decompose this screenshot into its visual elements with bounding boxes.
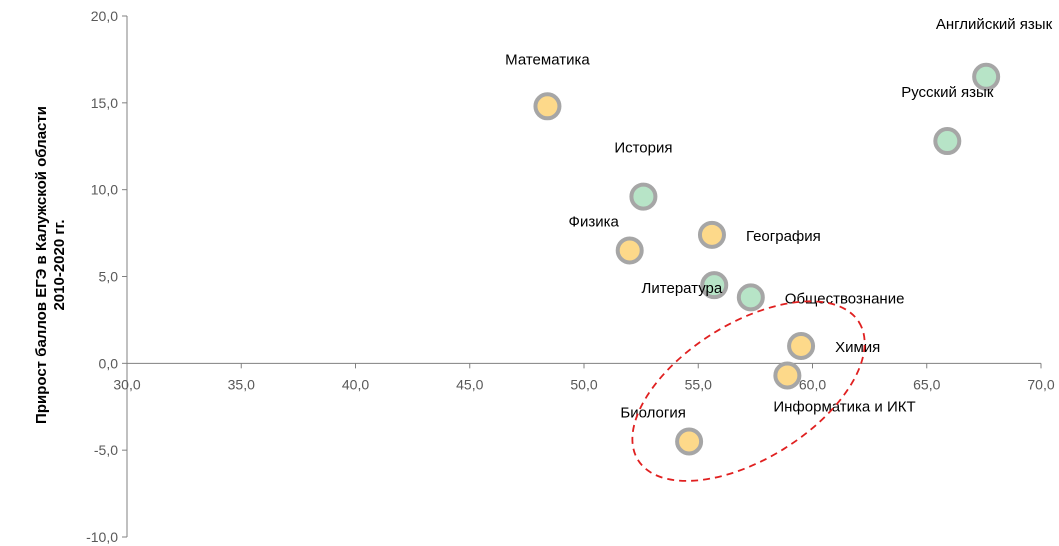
y-tick-label: 20,0: [91, 8, 118, 24]
data-point-marker: [615, 236, 644, 265]
data-point-label: Физика: [569, 213, 620, 230]
x-tick-label: 30,0: [113, 376, 140, 392]
data-point-marker: [629, 182, 658, 211]
x-tick-label: 65,0: [913, 376, 940, 392]
x-tick-label: 50,0: [570, 376, 597, 392]
x-tick-label: 40,0: [342, 376, 369, 392]
y-tick-label: 5,0: [99, 269, 119, 285]
x-tick-label: 60,0: [799, 376, 826, 392]
x-tick-label: 35,0: [228, 376, 255, 392]
data-point-label: Английский язык: [936, 16, 1053, 33]
x-tick-label: 55,0: [685, 376, 712, 392]
data-point-label: Литература: [642, 280, 723, 297]
data-points: Английский язык Русский язык Математика Ист…: [505, 16, 1053, 456]
data-point-marker: [933, 127, 962, 156]
y-tick-label: 15,0: [91, 95, 118, 111]
data-point-label: Русский язык: [901, 84, 994, 101]
axis-ticks: 20,0 15,0 10,0 5,0 0,0 -5,0 -10,0 30,0 35,0 40,0 4…: [86, 8, 1055, 545]
data-point-marker: [972, 62, 1001, 91]
y-tick-label: -10,0: [86, 529, 118, 545]
data-point-marker: [787, 331, 816, 360]
data-point-label: Обществознание: [785, 290, 905, 307]
data-point-marker: [697, 220, 726, 249]
data-point-marker: [700, 271, 729, 300]
y-axis-title-line-1: Прирост баллов ЕГЭ в Калужской области: [33, 106, 50, 424]
y-axis-title: Прирост баллов ЕГЭ в Калужской области 2…: [33, 106, 68, 424]
data-point-marker: [736, 283, 765, 312]
y-tick-label: -5,0: [94, 442, 118, 458]
data-point-marker: [773, 361, 802, 390]
data-point-label: История: [614, 140, 672, 157]
data-point-marker: [675, 427, 704, 456]
y-axis-title-line-2: 2010-2020 гг.: [51, 219, 68, 310]
data-point-label: Химия: [835, 339, 880, 356]
highlight-ellipse: [631, 300, 866, 482]
x-tick-label: 45,0: [456, 376, 483, 392]
y-tick-label: 0,0: [99, 355, 119, 371]
x-tick-label: 70,0: [1027, 376, 1054, 392]
data-point-label: Биология: [620, 404, 685, 421]
data-point-label: Информатика и ИКТ: [773, 398, 915, 415]
data-point-label: География: [746, 228, 821, 245]
data-point-label: Математика: [505, 51, 590, 68]
y-tick-label: 10,0: [91, 182, 118, 198]
data-point-marker: [533, 92, 562, 121]
